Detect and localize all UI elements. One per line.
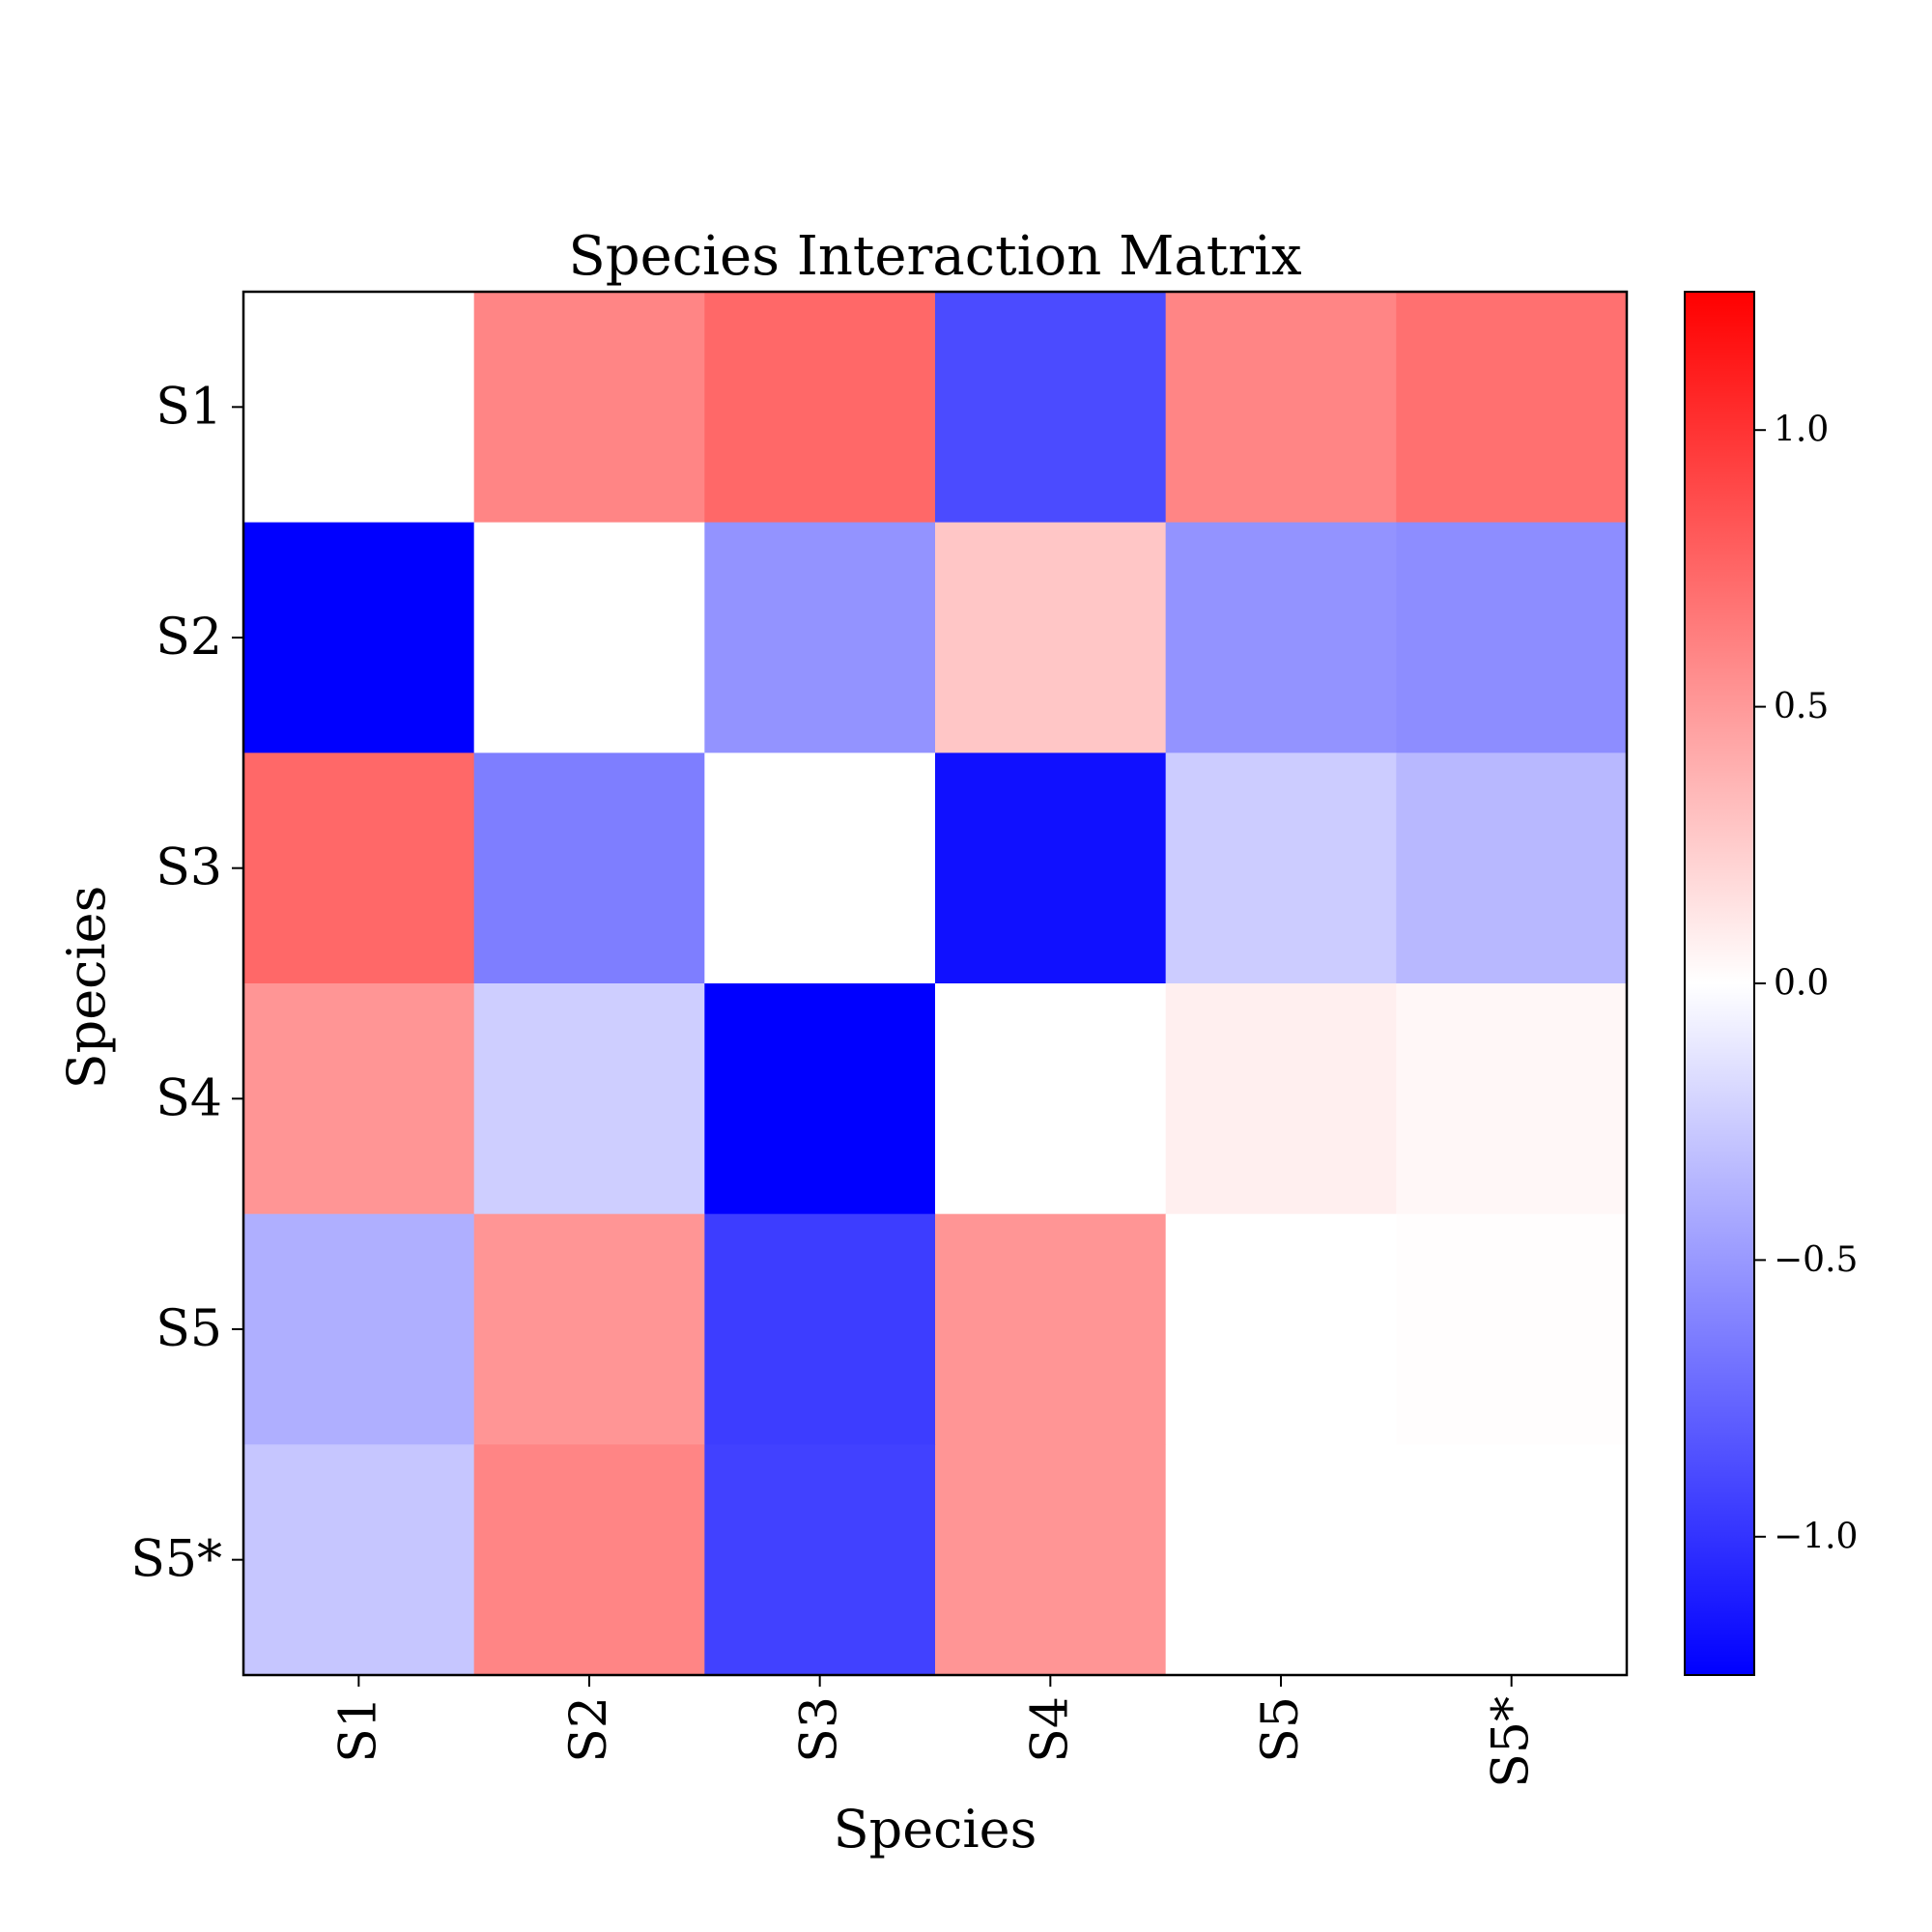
heatmap-cell-S4-S4: [935, 983, 1167, 1215]
heatmap-cell-S1-S5: [1165, 292, 1397, 524]
x-tick-label: S5: [1252, 1696, 1310, 1763]
heatmap-cell-S5-S3: [704, 1213, 936, 1445]
colorbar-ticks: 1.0 0.5 0.0 −0.5 −1.0: [1754, 411, 1858, 1556]
heatmap-cell-S3-S3: [704, 753, 936, 984]
x-tick-label: S3: [791, 1696, 849, 1763]
heatmap-cell-S3-S5: [1165, 753, 1397, 984]
chart-title: Species Interaction Matrix: [568, 225, 1301, 288]
heatmap-cell-S4-S5: [1165, 983, 1397, 1215]
heatmap-cell-S1-S5*: [1396, 292, 1628, 524]
heatmap-cell-S5*-S1: [243, 1444, 475, 1676]
y-tick-label: S3: [156, 839, 222, 897]
heatmap-cell-S5*-S3: [704, 1444, 936, 1676]
heatmap-cell-S3-S4: [935, 753, 1167, 984]
y-tick-label: S2: [156, 609, 222, 667]
heatmap-cell-S1-S3: [704, 292, 936, 524]
y-axis-label: Species: [56, 886, 117, 1090]
y-tick-label: S5*: [130, 1531, 222, 1589]
x-tick-label: S2: [560, 1696, 618, 1763]
heatmap-cell-S1-S1: [243, 292, 475, 524]
heatmap-cell-S2-S4: [935, 522, 1167, 753]
heatmap-cell-S3-S2: [473, 753, 705, 984]
heatmap-cell-S1-S2: [473, 292, 705, 524]
x-axis-ticks: S1 S2 S3 S4 S5 S5*: [329, 1675, 1541, 1788]
y-tick-label: S4: [156, 1069, 222, 1127]
y-axis-ticks: S1 S2 S3 S4 S5 S5*: [130, 378, 243, 1589]
heatmap-cell-S4-S1: [243, 983, 475, 1215]
heatmap-cell-S4-S5*: [1396, 983, 1628, 1215]
x-axis-label: Species: [834, 1799, 1037, 1860]
colorbar-tick-label: 1.0: [1774, 411, 1829, 450]
heatmap-cell-S4-S3: [704, 983, 936, 1215]
heatmap-cell-S2-S5: [1165, 522, 1397, 753]
heatmap-cell-S5*-S5: [1165, 1444, 1397, 1676]
plot-frame: [242, 290, 1629, 1677]
heatmap-cell-S5-S5: [1165, 1213, 1397, 1445]
heatmap-cell-S5*-S5*: [1396, 1444, 1628, 1676]
heatmap-cell-S2-S5*: [1396, 522, 1628, 753]
x-tick-label: S1: [329, 1696, 387, 1763]
heatmap-cell-S3-S1: [243, 753, 475, 984]
heatmap-cell-S5-S5*: [1396, 1213, 1628, 1445]
colorbar-tick-label: 0.5: [1774, 687, 1829, 726]
heatmap-cell-S5*-S2: [473, 1444, 705, 1676]
heatmap-cell-S4-S2: [473, 983, 705, 1215]
heatmap-cell-S2-S2: [473, 522, 705, 753]
heatmap-cell-S5-S2: [473, 1213, 705, 1445]
heatmap-cell-S2-S3: [704, 522, 936, 753]
colorbar-tick-label: 0.0: [1774, 964, 1829, 1004]
x-tick-label: S4: [1021, 1696, 1079, 1763]
heatmap-cell-S1-S4: [935, 292, 1167, 524]
heatmap-cell-S2-S1: [243, 522, 475, 753]
y-tick-label: S1: [156, 378, 222, 436]
colorbar-tick-label: −1.0: [1774, 1517, 1858, 1556]
heatmap-cell-S5*-S4: [935, 1444, 1167, 1676]
x-tick-label: S5*: [1483, 1696, 1541, 1788]
colorbar-tick-label: −0.5: [1774, 1240, 1858, 1280]
heatmap-cells: [243, 292, 1628, 1676]
colorbar: [1684, 291, 1755, 1676]
heatmap-cell-S5-S4: [935, 1213, 1167, 1445]
heatmap-cell-S5-S1: [243, 1213, 475, 1445]
y-tick-label: S5: [156, 1300, 222, 1358]
heatmap-cell-S3-S5*: [1396, 753, 1628, 984]
